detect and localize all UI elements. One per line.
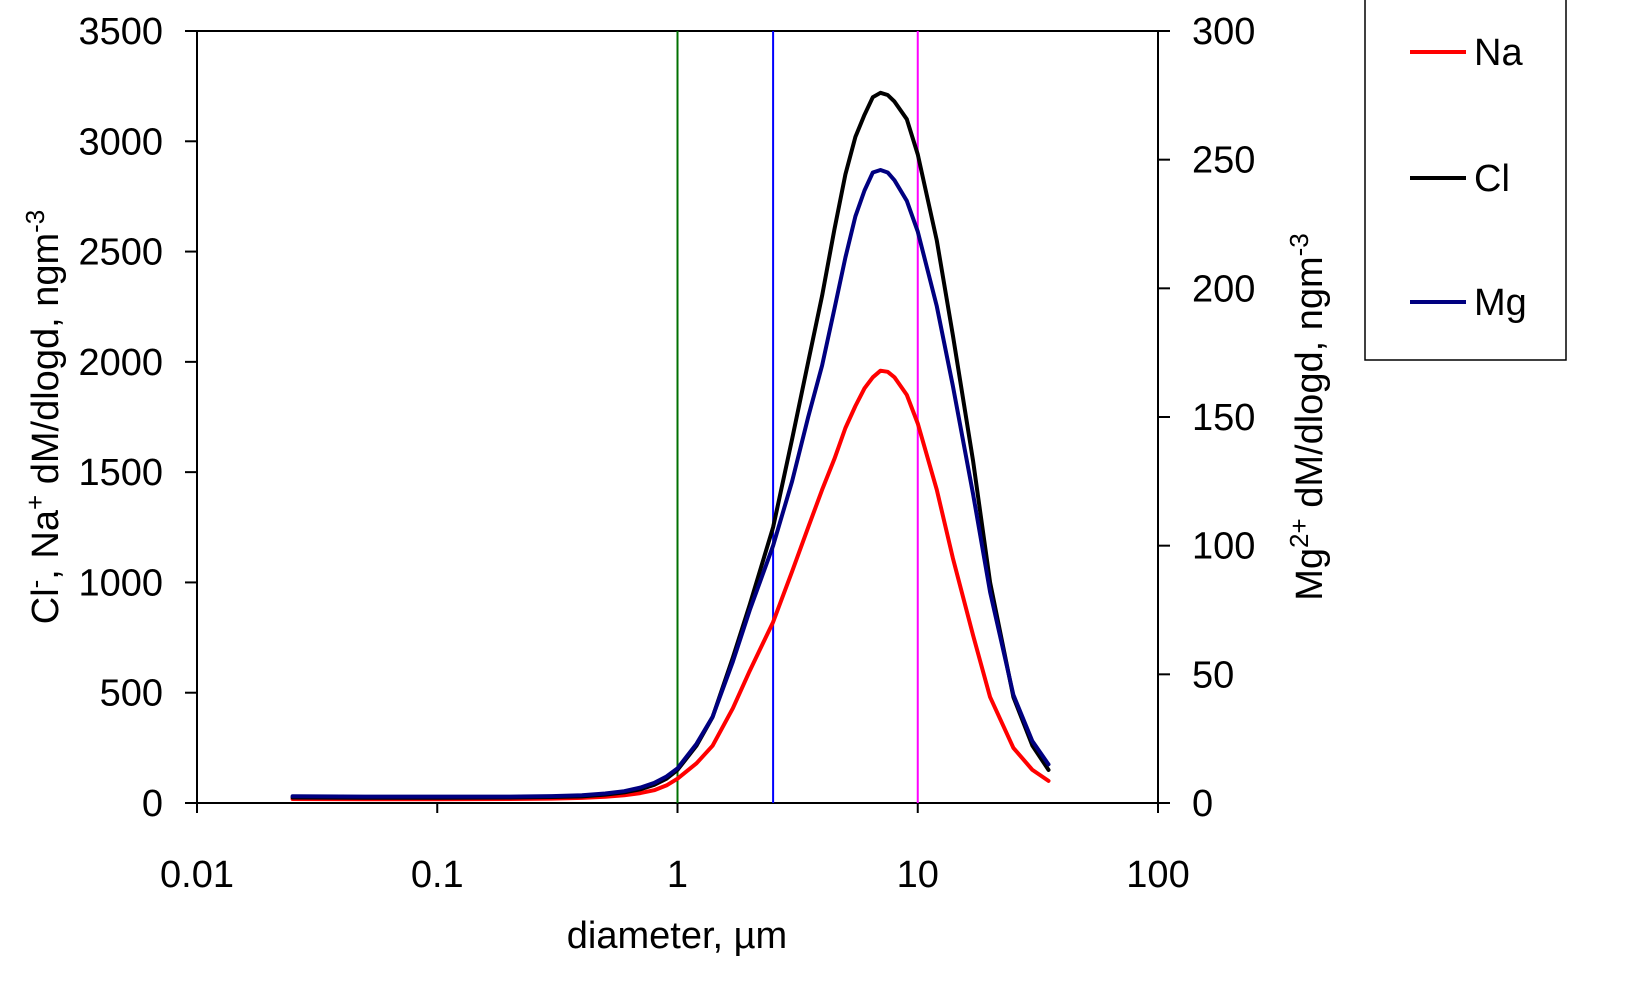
- y-right-tick-label: 150: [1192, 397, 1255, 439]
- axis-title-segment: Cl: [25, 588, 67, 624]
- y-left-tick-label: 2500: [78, 232, 163, 274]
- x-tick-label: 1: [667, 854, 688, 896]
- axis-title-segment: dM/dlogd, ngm: [25, 233, 67, 495]
- y-right-tick-label: 100: [1192, 526, 1255, 568]
- legend-label-na: Na: [1474, 32, 1523, 74]
- y-left-tick-label: 1500: [78, 452, 163, 494]
- y-left-tick-label: 3000: [78, 121, 163, 163]
- axis-title-superscript: -3: [20, 210, 50, 233]
- series-layer: [290, 90, 1051, 802]
- legend-label-mg: Mg: [1474, 282, 1527, 324]
- axis-title-segment: , Na: [25, 509, 67, 580]
- x-tick-label: 10: [897, 854, 939, 896]
- axis-title-segment: dM/dlogd, ngm: [1289, 256, 1331, 518]
- axes-layer: 0.01 0.1 1 10 100050010001500200025003000350…: [78, 11, 1255, 896]
- y-left-tick-label: 1000: [78, 562, 163, 604]
- x-axis-title: diameter, µm: [567, 915, 787, 957]
- y-axis-title-left: Cl-, Na+ dM/dlogd, ngm-3: [20, 210, 67, 625]
- legend: Na Cl Mg: [1364, 0, 1567, 361]
- y-right-tick-label: 300: [1192, 11, 1255, 53]
- axis-title-superscript: -: [20, 580, 50, 589]
- y-axis-title-right: Mg2+ dM/dlogd, ngm-3: [1284, 233, 1331, 601]
- x-tick-label: 0.01: [160, 854, 234, 896]
- series-line-mg: [290, 168, 1051, 799]
- axis-title-superscript: 2+: [1284, 518, 1314, 548]
- axis-title-segment: Mg: [1289, 548, 1331, 601]
- y-left-tick-label: 3500: [78, 11, 163, 53]
- series-line-na: [290, 368, 1051, 802]
- y-right-tick-label: 250: [1192, 140, 1255, 182]
- axis-title-superscript: +: [20, 495, 50, 510]
- x-tick-label: 0.1: [411, 854, 464, 896]
- y-right-tick-label: 0: [1192, 783, 1213, 825]
- legend-label-cl: Cl: [1474, 158, 1510, 200]
- y-right-tick-label: 200: [1192, 268, 1255, 310]
- y-left-tick-label: 2000: [78, 342, 163, 384]
- y-left-tick-label: 0: [142, 783, 163, 825]
- y-left-tick-label: 500: [100, 673, 163, 715]
- y-right-tick-label: 50: [1192, 654, 1234, 696]
- axis-title-superscript: -3: [1284, 233, 1314, 256]
- x-tick-label: 100: [1126, 854, 1189, 896]
